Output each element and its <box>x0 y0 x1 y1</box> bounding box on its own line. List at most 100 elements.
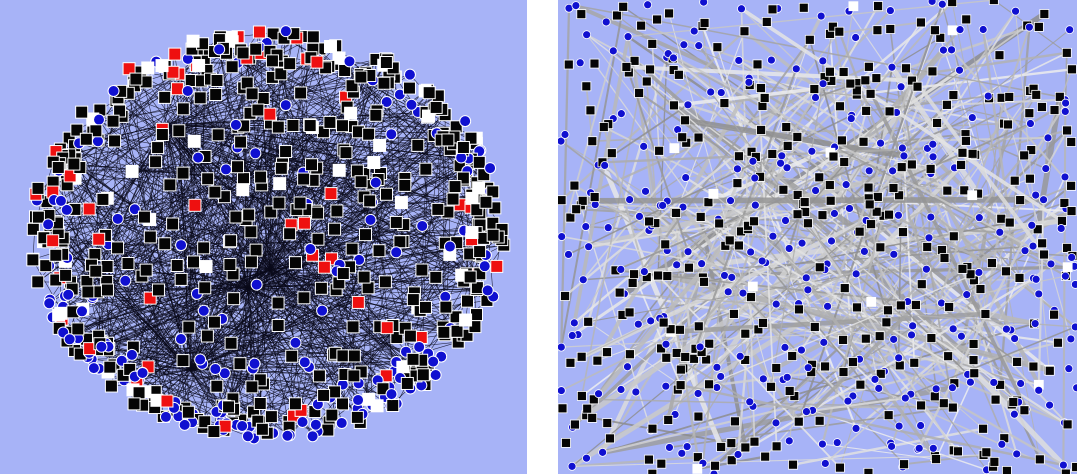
square-node <box>558 403 568 414</box>
blue-node <box>594 389 603 399</box>
square-node <box>845 78 856 89</box>
edge <box>677 247 790 391</box>
edge <box>569 218 868 365</box>
square-node <box>726 438 737 449</box>
blue-node <box>608 46 618 56</box>
edge <box>738 59 1011 224</box>
square-node <box>602 347 612 358</box>
blue-node <box>679 40 689 50</box>
square-node <box>947 0 958 8</box>
blue-node <box>385 128 398 141</box>
square-node <box>406 352 420 366</box>
blue-node <box>413 340 426 353</box>
square-node <box>460 294 474 308</box>
square-node <box>26 253 40 267</box>
edge <box>638 92 804 205</box>
square-node <box>863 61 874 72</box>
square-node <box>378 275 392 289</box>
blue-node <box>720 271 729 280</box>
square-node <box>1053 337 1063 348</box>
square-node <box>692 464 703 474</box>
blue-node <box>888 166 898 176</box>
square-node <box>912 81 923 92</box>
blue-node <box>1041 164 1051 173</box>
blue-node <box>727 272 737 282</box>
edge <box>207 176 261 180</box>
blue-node <box>661 381 671 391</box>
edge <box>260 147 464 178</box>
square-node <box>201 172 215 186</box>
square-node <box>883 305 893 316</box>
square-node <box>170 258 184 272</box>
edge <box>138 288 322 381</box>
edge <box>395 76 404 242</box>
blue-node <box>677 448 687 458</box>
blue-node <box>683 100 693 110</box>
blue-node <box>735 351 745 361</box>
edge <box>586 34 675 149</box>
nodes <box>26 25 511 445</box>
blue-node <box>948 324 958 334</box>
square-node <box>1028 361 1039 372</box>
edge <box>856 68 1073 96</box>
square-node <box>825 195 836 206</box>
square-node <box>570 419 580 430</box>
edge <box>694 68 798 350</box>
blue-node <box>768 231 778 241</box>
blue-node <box>484 162 497 175</box>
blue-node <box>926 212 936 222</box>
square-node <box>100 259 114 273</box>
square-node <box>906 159 917 170</box>
square-node <box>988 0 999 5</box>
square-node <box>824 66 835 77</box>
edge <box>571 455 698 468</box>
square-node <box>1008 397 1019 407</box>
square-node <box>208 185 222 199</box>
blue-node <box>558 136 566 146</box>
square-node <box>994 50 1005 61</box>
blue-node <box>76 305 89 318</box>
edge <box>602 322 1035 454</box>
edge <box>89 287 249 353</box>
edge <box>69 202 301 340</box>
square-node <box>938 398 949 409</box>
blue-node <box>733 164 742 174</box>
square-node <box>224 336 238 350</box>
edge <box>269 269 477 290</box>
square-node <box>272 196 286 210</box>
blue-node <box>229 118 242 131</box>
blue-node <box>818 56 828 66</box>
edge <box>760 176 965 192</box>
blue-node <box>899 151 909 161</box>
edge <box>633 161 845 275</box>
square-node <box>418 300 432 314</box>
edge <box>903 454 984 466</box>
blue-node <box>459 115 472 128</box>
square-node <box>953 446 963 457</box>
blue-node <box>830 209 839 218</box>
square-node <box>911 300 921 310</box>
square-node <box>583 316 594 327</box>
square-node <box>197 241 211 255</box>
square-node <box>288 256 302 270</box>
square-node <box>251 103 265 117</box>
edge <box>362 281 386 414</box>
square-node <box>252 25 266 39</box>
blue-node <box>896 82 906 92</box>
square-node <box>852 302 862 313</box>
square-node <box>907 75 917 86</box>
square-node <box>367 156 381 170</box>
blue-node <box>928 139 938 149</box>
blue-node <box>887 62 897 72</box>
blue-node <box>937 0 947 9</box>
square-node <box>935 32 946 43</box>
blue-node <box>1034 385 1044 395</box>
square-node <box>92 232 106 246</box>
square-node <box>629 55 640 66</box>
square-node <box>947 25 958 36</box>
square-node <box>198 281 212 295</box>
blue-node <box>846 114 856 123</box>
square-node <box>874 331 885 342</box>
square-node <box>680 352 691 362</box>
